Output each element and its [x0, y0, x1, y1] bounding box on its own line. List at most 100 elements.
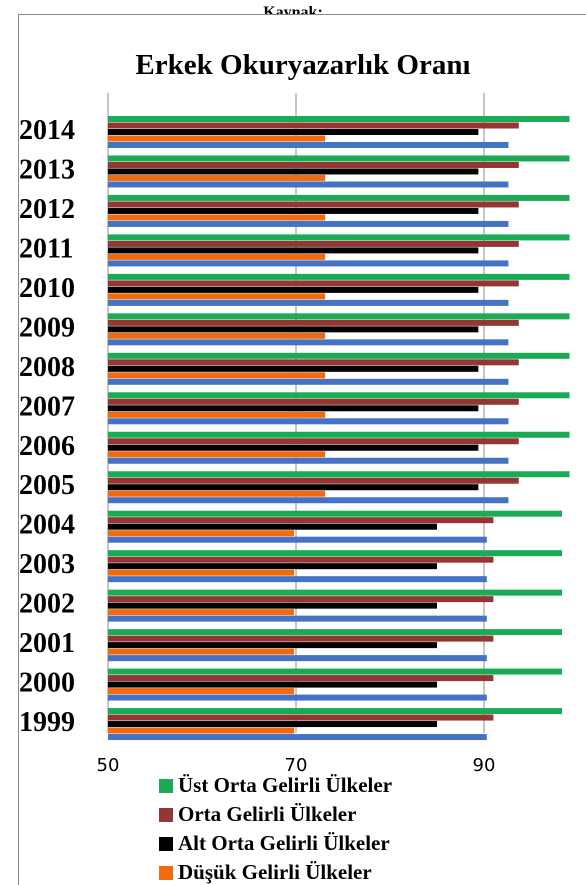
bar [108, 253, 326, 260]
y-tick-label: 2007 [19, 391, 75, 422]
bar [108, 457, 509, 464]
bar [108, 576, 487, 583]
bar [108, 326, 479, 333]
bar [108, 194, 570, 201]
y-tick-label: 2012 [19, 194, 75, 225]
y-tick-label: 2002 [19, 589, 75, 620]
bar [108, 451, 326, 458]
bar [108, 122, 519, 129]
y-tick-label: 2000 [19, 668, 75, 699]
source-caption: Kaynak: [263, 4, 323, 14]
bar [108, 168, 479, 175]
bar [108, 378, 509, 385]
bar [108, 174, 326, 181]
y-tick-label: 2004 [19, 510, 75, 541]
bar [108, 293, 326, 300]
bar [108, 352, 570, 359]
x-tick-label: 70 [285, 755, 308, 776]
bar [108, 260, 509, 267]
bar [108, 517, 494, 524]
bar [108, 648, 295, 655]
bar [108, 569, 295, 576]
legend-label: Düşük Gelirli Ülkeler [178, 860, 372, 884]
chart-frame: 2014 2013 2012 2011 2010 2009 2008 2007 2006 2005… [18, 14, 586, 885]
bar [108, 247, 479, 254]
bar [108, 431, 570, 438]
bar [108, 392, 570, 399]
bar [108, 635, 494, 642]
bar [108, 484, 479, 491]
bar [108, 563, 437, 570]
bar [108, 116, 570, 122]
x-tick-label: 50 [97, 755, 120, 776]
bar [108, 240, 519, 247]
legend-label: Üst Orta Gelirli Ülkeler [178, 773, 393, 797]
bar [108, 655, 487, 662]
bar [108, 629, 563, 636]
bar [108, 372, 326, 379]
bar [108, 642, 437, 649]
legend-item: Alt Orta Gelirli Ülkeler [159, 829, 392, 858]
y-tick-label: 2009 [19, 312, 75, 343]
x-tick-label: 90 [473, 755, 496, 776]
bar [108, 694, 487, 701]
legend-swatch [159, 865, 173, 880]
bar [108, 365, 479, 372]
y-tick-label: 2010 [19, 273, 75, 304]
y-tick-label: 1999 [19, 707, 75, 738]
bar [108, 220, 509, 227]
bar [108, 681, 437, 688]
bar [108, 214, 326, 221]
bar [108, 319, 519, 326]
bar [108, 609, 295, 616]
bar [108, 332, 326, 339]
bar [108, 477, 519, 484]
bar [108, 359, 519, 366]
bar [108, 313, 570, 320]
bar [108, 135, 326, 142]
bar [108, 708, 563, 715]
bar [108, 536, 487, 543]
legend: Üst Orta Gelirli Ülkeler Orta Gelirli Ülk… [159, 771, 392, 885]
bar [108, 398, 519, 405]
y-tick-label: 2001 [19, 628, 75, 659]
legend-item: Düşük Gelirli Ülkeler [159, 858, 392, 885]
bar [108, 273, 570, 280]
bar [108, 207, 479, 214]
bar [108, 234, 570, 241]
y-tick-label: 2008 [19, 352, 75, 383]
bar [108, 550, 563, 557]
bar [108, 688, 295, 695]
y-tick-label: 2006 [19, 431, 75, 462]
bar [108, 161, 519, 168]
y-tick-label: 2003 [19, 549, 75, 580]
bar [108, 411, 326, 418]
bar [108, 523, 437, 530]
bar [108, 734, 487, 741]
bar [108, 142, 509, 148]
legend-item: Orta Gelirli Ülkeler [159, 800, 392, 829]
bar [108, 510, 563, 517]
bar [108, 556, 494, 563]
y-tick-label: 2011 [19, 233, 73, 264]
bar [108, 286, 479, 293]
bar [108, 438, 519, 445]
legend-swatch [159, 778, 173, 793]
bar [108, 299, 509, 306]
legend-label: Orta Gelirli Ülkeler [178, 802, 357, 826]
bar [108, 444, 479, 451]
bar [108, 615, 487, 622]
bar [108, 727, 295, 734]
bar [108, 668, 563, 675]
bar [108, 497, 509, 504]
chart-title: Erkek Okuryazarlık Oranı [135, 49, 471, 81]
bar [108, 471, 570, 478]
bar [108, 596, 494, 603]
chart-plot: 2014 2013 2012 2011 2010 2009 2008 2007 2006 2005… [19, 93, 570, 776]
bar [108, 721, 437, 728]
y-tick-label: 2005 [19, 470, 75, 501]
legend-item: Üst Orta Gelirli Ülkeler [159, 771, 392, 800]
bar [108, 155, 570, 162]
bar [108, 714, 494, 721]
bar [108, 201, 519, 208]
